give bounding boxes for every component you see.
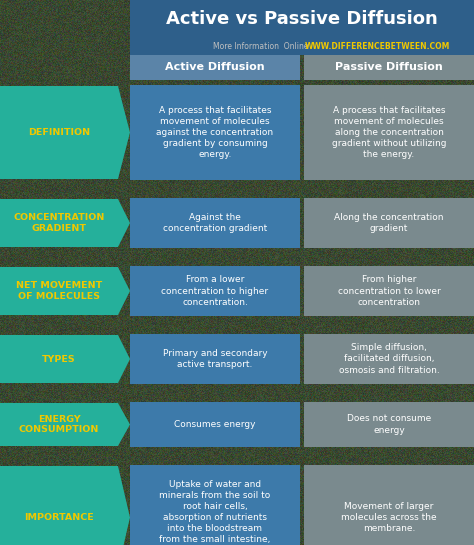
Polygon shape xyxy=(0,335,130,383)
Text: More Information  Online: More Information Online xyxy=(213,42,309,51)
Text: Against the
concentration gradient: Against the concentration gradient xyxy=(163,213,267,233)
Polygon shape xyxy=(0,86,130,179)
Bar xyxy=(130,266,300,316)
Bar xyxy=(304,334,474,384)
Text: Along the concentration
gradient: Along the concentration gradient xyxy=(334,213,444,233)
Text: CONCENTRATION
GRADIENT: CONCENTRATION GRADIENT xyxy=(13,213,105,233)
Bar xyxy=(130,465,300,545)
Text: DEFINITION: DEFINITION xyxy=(28,128,90,137)
Bar xyxy=(304,266,474,316)
Bar xyxy=(304,465,474,545)
Bar xyxy=(130,198,300,248)
Bar xyxy=(130,402,300,447)
Text: Primary and secondary
active transport.: Primary and secondary active transport. xyxy=(163,349,267,369)
Text: NET MOVEMENT
OF MOLECULES: NET MOVEMENT OF MOLECULES xyxy=(16,281,102,301)
Text: From a lower
concentration to higher
concentration.: From a lower concentration to higher con… xyxy=(162,275,269,307)
Polygon shape xyxy=(0,403,130,446)
Text: Active vs Passive Diffusion: Active vs Passive Diffusion xyxy=(166,10,438,28)
Text: TYPES: TYPES xyxy=(42,354,76,364)
Bar xyxy=(130,38,474,55)
Text: Simple diffusion,
facilitated diffusion,
osmosis and filtration.: Simple diffusion, facilitated diffusion,… xyxy=(338,343,439,374)
Bar xyxy=(130,334,300,384)
Bar xyxy=(130,85,300,180)
Polygon shape xyxy=(0,466,130,545)
Text: Passive Diffusion: Passive Diffusion xyxy=(335,63,443,72)
Bar xyxy=(304,198,474,248)
Text: Active Diffusion: Active Diffusion xyxy=(165,63,265,72)
Text: ENERGY
CONSUMPTION: ENERGY CONSUMPTION xyxy=(19,415,99,434)
Text: WWW.DIFFERENCEBETWEEN.COM: WWW.DIFFERENCEBETWEEN.COM xyxy=(305,42,450,51)
Text: Does not consume
energy: Does not consume energy xyxy=(347,414,431,434)
Bar xyxy=(304,85,474,180)
Polygon shape xyxy=(0,199,130,247)
Bar xyxy=(130,0,474,38)
Text: Movement of larger
molecules across the
membrane.: Movement of larger molecules across the … xyxy=(341,502,437,533)
Bar xyxy=(130,55,300,80)
Text: IMPORTANCE: IMPORTANCE xyxy=(24,513,94,522)
Text: Uptake of water and
minerals from the soil to
root hair cells,
absorption of nut: Uptake of water and minerals from the so… xyxy=(159,480,271,545)
Text: A process that facilitates
movement of molecules
along the concentration
gradien: A process that facilitates movement of m… xyxy=(332,106,446,159)
Bar xyxy=(304,402,474,447)
Text: Consumes energy: Consumes energy xyxy=(174,420,256,429)
Polygon shape xyxy=(0,267,130,315)
Bar xyxy=(304,55,474,80)
Text: A process that facilitates
movement of molecules
against the concentration
gradi: A process that facilitates movement of m… xyxy=(156,106,273,159)
Text: From higher
concentration to lower
concentration: From higher concentration to lower conce… xyxy=(337,275,440,307)
